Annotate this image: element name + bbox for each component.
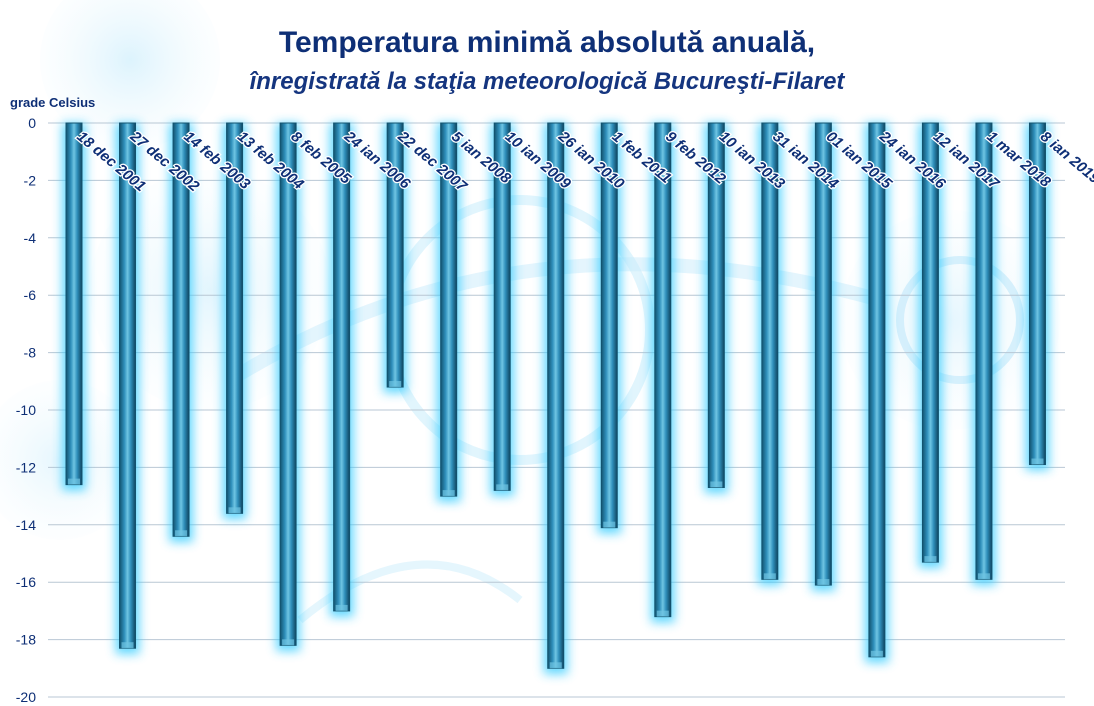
- bar: [547, 122, 565, 669]
- bar-cap: [656, 610, 669, 617]
- bar-cap: [710, 481, 723, 488]
- y-axis-label: grade Celsius: [10, 95, 96, 110]
- bar: [868, 122, 886, 658]
- bar: [761, 122, 779, 580]
- bar-cap: [924, 556, 937, 563]
- bar: [65, 122, 83, 486]
- y-tick-label: -14: [16, 517, 36, 533]
- y-tick-label: -20: [16, 689, 36, 705]
- chart-subtitle: înregistrată la staţia meteorologică Buc…: [249, 68, 845, 95]
- bar-cap: [817, 579, 830, 586]
- y-tick-label: -16: [16, 574, 36, 590]
- bar-cap: [228, 507, 241, 514]
- bar-cap: [763, 573, 776, 580]
- y-tick-label: -4: [24, 230, 37, 246]
- bar: [333, 122, 351, 612]
- chart-title: Temperatura minimă absolută anuală,: [278, 26, 816, 59]
- bar: [975, 122, 993, 580]
- bar-cap: [1031, 458, 1044, 465]
- y-tick-label: -12: [16, 459, 36, 475]
- y-tick-label: 0: [28, 115, 36, 131]
- bar: [600, 122, 618, 529]
- y-tick-label: -10: [16, 402, 36, 418]
- bar-cap: [977, 573, 990, 580]
- bar-cap: [282, 639, 295, 646]
- bars: [65, 122, 1046, 669]
- bar-cap: [870, 650, 883, 657]
- bar: [654, 122, 672, 618]
- y-tick-label: -8: [24, 345, 37, 361]
- bar-cap: [68, 478, 80, 485]
- bar: [279, 122, 297, 646]
- bar-cap: [389, 381, 402, 388]
- y-tick-label: -18: [16, 632, 36, 648]
- bar: [814, 122, 832, 586]
- bar: [119, 122, 137, 649]
- y-tick-label: -6: [24, 287, 37, 303]
- bar-cap: [496, 484, 509, 491]
- bar-cap: [603, 521, 616, 528]
- y-tick-labels: 0 -2 -4 -6 -8 -10 -12 -14 -16 -18 -20: [16, 115, 36, 705]
- bar-cap: [442, 490, 455, 497]
- bar-cap: [335, 604, 348, 611]
- bar-cap: [549, 662, 562, 669]
- bar-cap: [121, 642, 134, 649]
- bar-cap: [175, 530, 188, 537]
- y-tick-label: -2: [24, 172, 37, 188]
